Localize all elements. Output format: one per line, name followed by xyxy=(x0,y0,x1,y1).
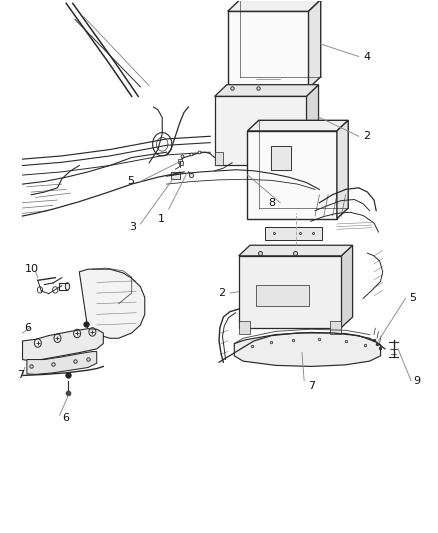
Polygon shape xyxy=(215,85,318,96)
Bar xyxy=(239,321,250,334)
Polygon shape xyxy=(215,96,306,165)
Text: 4: 4 xyxy=(363,52,370,61)
Bar xyxy=(256,285,308,306)
Text: 8: 8 xyxy=(268,198,276,208)
Polygon shape xyxy=(247,131,337,219)
Polygon shape xyxy=(341,245,353,328)
Text: 2: 2 xyxy=(363,131,370,141)
Text: 5: 5 xyxy=(127,176,134,187)
Polygon shape xyxy=(306,85,318,165)
Text: 2: 2 xyxy=(219,288,226,298)
Polygon shape xyxy=(228,0,321,11)
Polygon shape xyxy=(234,333,381,367)
Polygon shape xyxy=(308,0,321,88)
Polygon shape xyxy=(22,329,103,361)
Polygon shape xyxy=(239,256,341,328)
Ellipse shape xyxy=(65,282,70,290)
Polygon shape xyxy=(337,120,348,219)
Polygon shape xyxy=(228,11,308,88)
Text: 9: 9 xyxy=(413,376,420,386)
Text: 3: 3 xyxy=(129,222,136,232)
Polygon shape xyxy=(239,245,353,256)
Bar xyxy=(171,172,180,179)
Bar xyxy=(215,152,223,165)
Text: 7: 7 xyxy=(17,370,25,381)
Text: 1: 1 xyxy=(157,214,164,224)
Text: 10: 10 xyxy=(25,264,39,274)
Bar xyxy=(330,321,341,334)
Polygon shape xyxy=(247,120,348,131)
Text: 5: 5 xyxy=(409,293,416,303)
Text: 7: 7 xyxy=(308,381,316,391)
Polygon shape xyxy=(272,146,291,171)
Bar xyxy=(297,152,306,165)
Text: 6: 6 xyxy=(62,413,69,423)
Text: 6: 6 xyxy=(25,322,32,333)
Polygon shape xyxy=(27,352,97,374)
Polygon shape xyxy=(79,269,145,338)
FancyBboxPatch shape xyxy=(265,227,321,240)
